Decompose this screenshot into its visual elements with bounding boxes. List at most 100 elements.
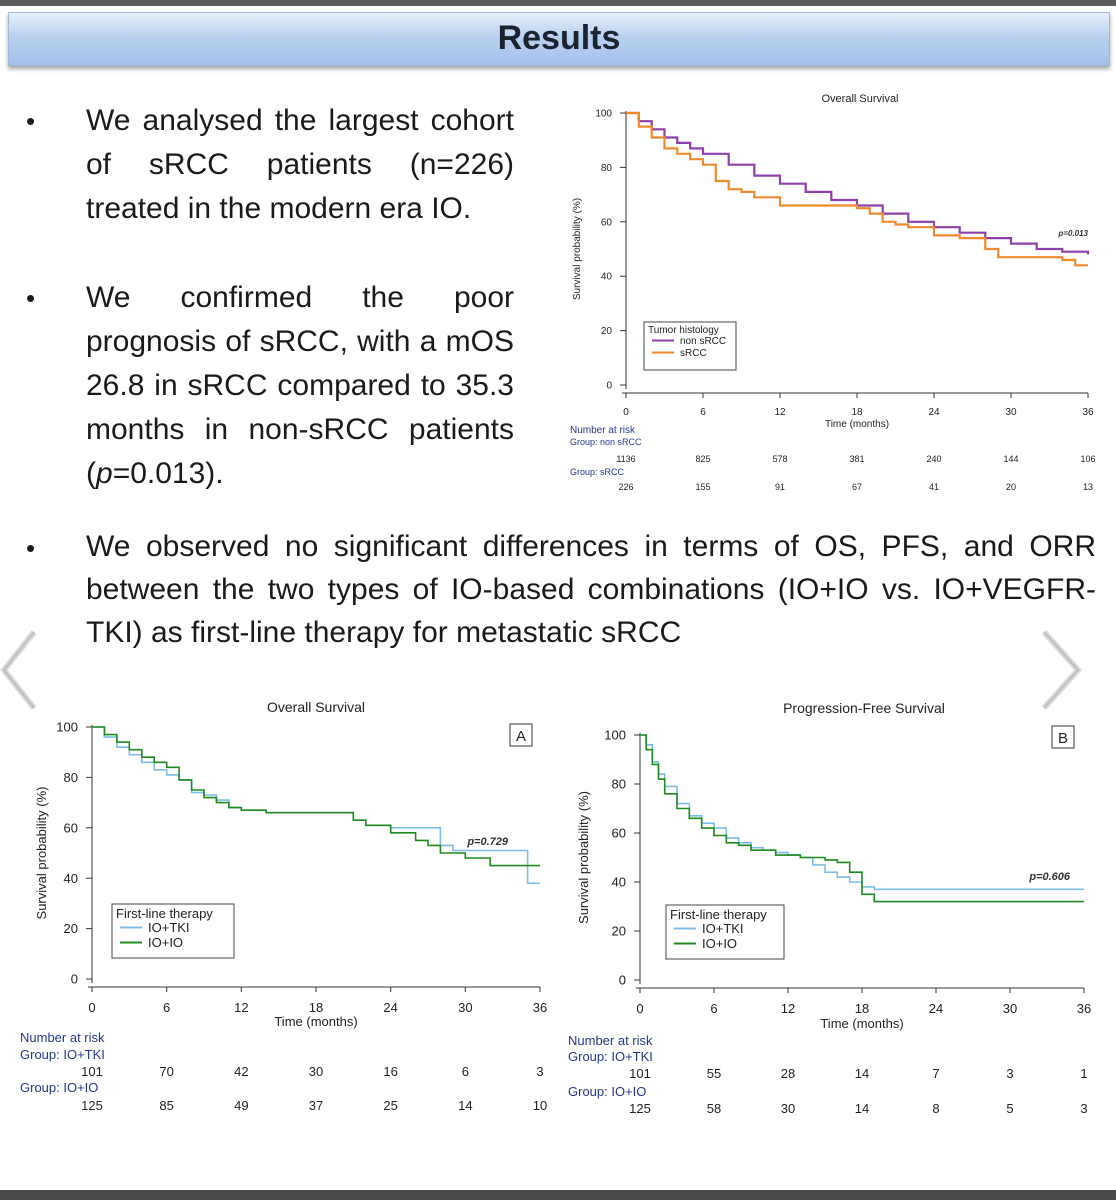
next-arrow-icon[interactable] (1038, 628, 1086, 712)
panel-label: A (516, 728, 526, 745)
risk-group-label: Group: non sRCC (570, 437, 642, 447)
chart-title: Overall Survival (267, 699, 365, 715)
y-tick-label: 0 (619, 973, 626, 988)
y-tick-label: 40 (601, 272, 613, 283)
risk-count: 70 (159, 1064, 173, 1079)
risk-count: 8 (932, 1101, 939, 1116)
risk-count: 49 (234, 1098, 248, 1113)
risk-count: 67 (852, 482, 862, 492)
y-tick-label: 80 (601, 163, 613, 174)
risk-count: 125 (81, 1098, 103, 1113)
banner-title: Results (497, 19, 621, 57)
legend-label: IO+IO (148, 935, 183, 950)
risk-count: 226 (618, 482, 633, 492)
risk-count: 20 (1006, 482, 1016, 492)
risk-count: 6 (462, 1064, 469, 1079)
series-line-io-tki (640, 734, 1084, 891)
risk-count: 55 (707, 1066, 721, 1081)
bullet-text-3: We observed no significant differences i… (86, 530, 1096, 649)
x-tick-label: 0 (636, 1001, 643, 1016)
panel-label: B (1058, 730, 1068, 747)
x-tick-label: 12 (774, 407, 786, 418)
bullet-text-2-pre: We confirmed the poor prognosis of sRCC,… (86, 281, 514, 490)
x-tick-label: 30 (1003, 1001, 1017, 1016)
risk-count: 106 (1080, 454, 1095, 464)
risk-count: 25 (383, 1098, 397, 1113)
legend-title: First-line therapy (670, 907, 767, 922)
risk-count: 91 (775, 482, 785, 492)
risk-table-header: Number at risk (20, 1030, 105, 1045)
series-line-non-srcc (626, 111, 1090, 255)
y-axis-label: Survival probability (%) (34, 787, 49, 920)
results-banner: Results (8, 12, 1110, 66)
risk-count: 13 (1083, 482, 1093, 492)
p-value-label: p=0.013 (1057, 229, 1088, 238)
risk-count: 144 (1003, 454, 1018, 464)
risk-count: 58 (707, 1101, 721, 1116)
x-tick-label: 0 (623, 407, 629, 418)
bullet-text-2-post: =0.013). (112, 457, 224, 490)
x-tick-label: 36 (1082, 407, 1094, 418)
risk-count: 125 (629, 1101, 651, 1116)
legend-label: non sRCC (680, 336, 726, 347)
x-tick-label: 0 (88, 1000, 95, 1015)
panel-label-box (509, 723, 533, 747)
chart-title: Overall Survival (821, 93, 898, 105)
x-tick-label: 30 (1005, 407, 1017, 418)
x-tick-label: 12 (781, 1001, 795, 1016)
risk-count: 1136 (616, 454, 635, 464)
x-tick-label: 24 (928, 407, 940, 418)
chart-overall-survival-histology: Overall Survival 0 20 40 60 80 100 0 6 12 18 24 30 36… (570, 93, 1096, 492)
x-tick-label: 36 (1077, 1001, 1091, 1016)
y-tick-label: 40 (64, 871, 78, 886)
y-tick-label: 40 (612, 875, 626, 890)
risk-count: 240 (926, 454, 941, 464)
risk-count: 30 (781, 1101, 795, 1116)
risk-count: 825 (695, 454, 710, 464)
bullet-dot: • (26, 106, 36, 136)
legend-label: IO+IO (702, 936, 737, 951)
risk-count: 381 (849, 454, 864, 464)
prev-arrow-icon[interactable] (0, 628, 40, 712)
bullet-text-2: We confirmed the poor prognosis of sRCC,… (86, 276, 514, 496)
p-value-label: p=0.729 (466, 836, 509, 848)
risk-count: 28 (781, 1066, 795, 1081)
bullet-text-1: We analysed the largest cohort of sRCC p… (86, 104, 514, 225)
y-tick-label: 60 (601, 217, 613, 228)
y-tick-label: 100 (604, 728, 626, 743)
risk-count: 7 (932, 1066, 939, 1081)
risk-count: 42 (234, 1064, 248, 1079)
series-line-io-io (92, 726, 540, 867)
risk-group-label: Group: IO+TKI (568, 1049, 653, 1064)
y-tick-label: 0 (606, 381, 612, 392)
x-tick-label: 6 (163, 1000, 170, 1015)
series-line-srcc (626, 111, 1088, 267)
x-tick-label: 30 (458, 1000, 472, 1015)
x-tick-label: 24 (929, 1001, 943, 1016)
top-edge-bar (0, 0, 1116, 6)
risk-group-label: Group: IO+IO (568, 1084, 646, 1099)
risk-count: 41 (929, 482, 939, 492)
legend-box (111, 903, 235, 959)
bullet-dot: • (26, 533, 36, 563)
x-tick-label: 18 (855, 1001, 869, 1016)
series-line-io-io (640, 734, 1084, 903)
risk-group-label: Group: IO+TKI (20, 1047, 105, 1062)
y-tick-label: 20 (612, 924, 626, 939)
y-tick-label: 60 (64, 820, 78, 835)
y-tick-label: 20 (601, 326, 613, 337)
chart-pfs-panel-b: Progression-Free Survival 0 20 40 60 80 100 0 6 1… (568, 700, 1091, 1116)
chart-title: Progression-Free Survival (783, 700, 945, 716)
x-tick-label: 18 (309, 1000, 323, 1015)
series-line-io-tki (92, 726, 540, 884)
legend-label: IO+TKI (702, 921, 744, 936)
risk-group-label: Group: sRCC (570, 467, 625, 477)
y-tick-label: 100 (595, 109, 612, 120)
x-tick-label: 36 (533, 1000, 547, 1015)
x-tick-label: 6 (700, 407, 706, 418)
risk-count: 101 (629, 1066, 651, 1081)
risk-count: 14 (855, 1101, 869, 1116)
y-tick-label: 60 (612, 826, 626, 841)
y-tick-label: 80 (612, 777, 626, 792)
